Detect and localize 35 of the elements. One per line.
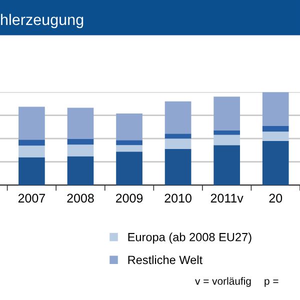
bar [262,126,289,132]
bar [164,138,192,149]
x-tick-label: 2008 [67,194,94,203]
text: p = [264,279,278,287]
bar [67,108,94,139]
x-tick-label: 2009 [116,194,143,203]
bar [116,145,142,152]
bar [116,152,142,186]
legend-label: Europa (ab 2008 EU27) [128,232,252,244]
chart-title: hlerzeugung [1,14,84,28]
bar [262,140,289,186]
x-tick-label: 2007 [18,194,45,203]
bar [214,134,240,146]
bar [18,140,45,146]
bar [164,101,192,134]
bar [116,140,142,146]
bar [67,156,94,186]
bar [18,157,45,186]
bar [214,130,240,135]
bar [164,134,192,139]
x-tick-label: 20 [269,194,282,203]
bar [67,138,94,145]
x-tick-label: 2010 [164,194,192,203]
bar [214,145,240,186]
bar [18,106,45,140]
bar [262,92,289,126]
legend-label: Restliche Welt [128,255,202,264]
x-tick-label: 2011v [210,194,244,203]
bar [214,96,240,130]
bar [67,144,94,156]
text: v = vorläufig [195,277,251,287]
bar [262,132,289,141]
bar [18,146,45,158]
bar [164,148,192,186]
bar [116,113,142,140]
